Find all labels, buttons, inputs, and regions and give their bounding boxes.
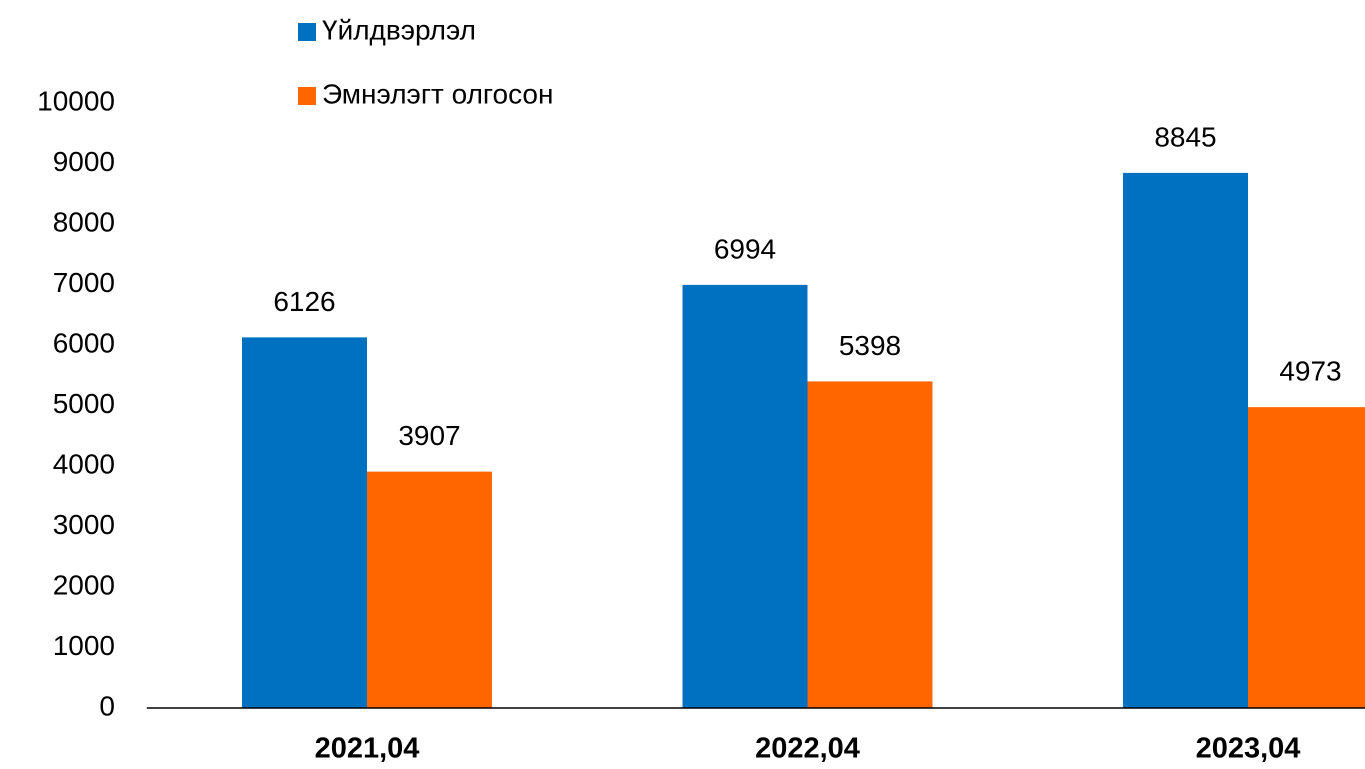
y-tick-label: 7000 — [53, 267, 115, 298]
y-tick-label: 9000 — [53, 146, 115, 177]
bar — [367, 471, 492, 708]
y-tick-label: 3000 — [53, 509, 115, 540]
x-tick-label: 2023,04 — [1196, 733, 1301, 765]
x-tick-label: 2021,04 — [315, 733, 420, 765]
y-tick-label: 8000 — [53, 206, 115, 237]
data-label: 8845 — [1154, 121, 1216, 152]
x-tick-label: 2022,04 — [755, 733, 860, 765]
y-tick-label: 10000 — [37, 85, 115, 116]
legend-label: Эмнэлэгт олгосон — [322, 78, 553, 109]
legend-swatch — [298, 87, 316, 105]
bar — [242, 337, 367, 708]
y-tick-label: 2000 — [53, 569, 115, 600]
data-label: 6994 — [714, 233, 776, 264]
bar — [1123, 172, 1248, 708]
bar — [682, 284, 808, 708]
y-tick-label: 4000 — [53, 448, 115, 479]
bar — [807, 381, 933, 708]
y-tick-label: 6000 — [53, 327, 115, 358]
data-label: 6126 — [273, 286, 335, 317]
y-tick-label: 1000 — [53, 630, 115, 661]
data-label: 4973 — [1279, 356, 1341, 387]
legend-label: Үйлдвэрлэл — [322, 14, 476, 45]
y-tick-label: 0 — [99, 690, 115, 721]
bar — [1248, 407, 1365, 708]
y-tick-label: 5000 — [53, 388, 115, 419]
data-label: 3907 — [398, 420, 460, 451]
data-label: 5398 — [839, 330, 901, 361]
legend-swatch — [298, 23, 316, 41]
